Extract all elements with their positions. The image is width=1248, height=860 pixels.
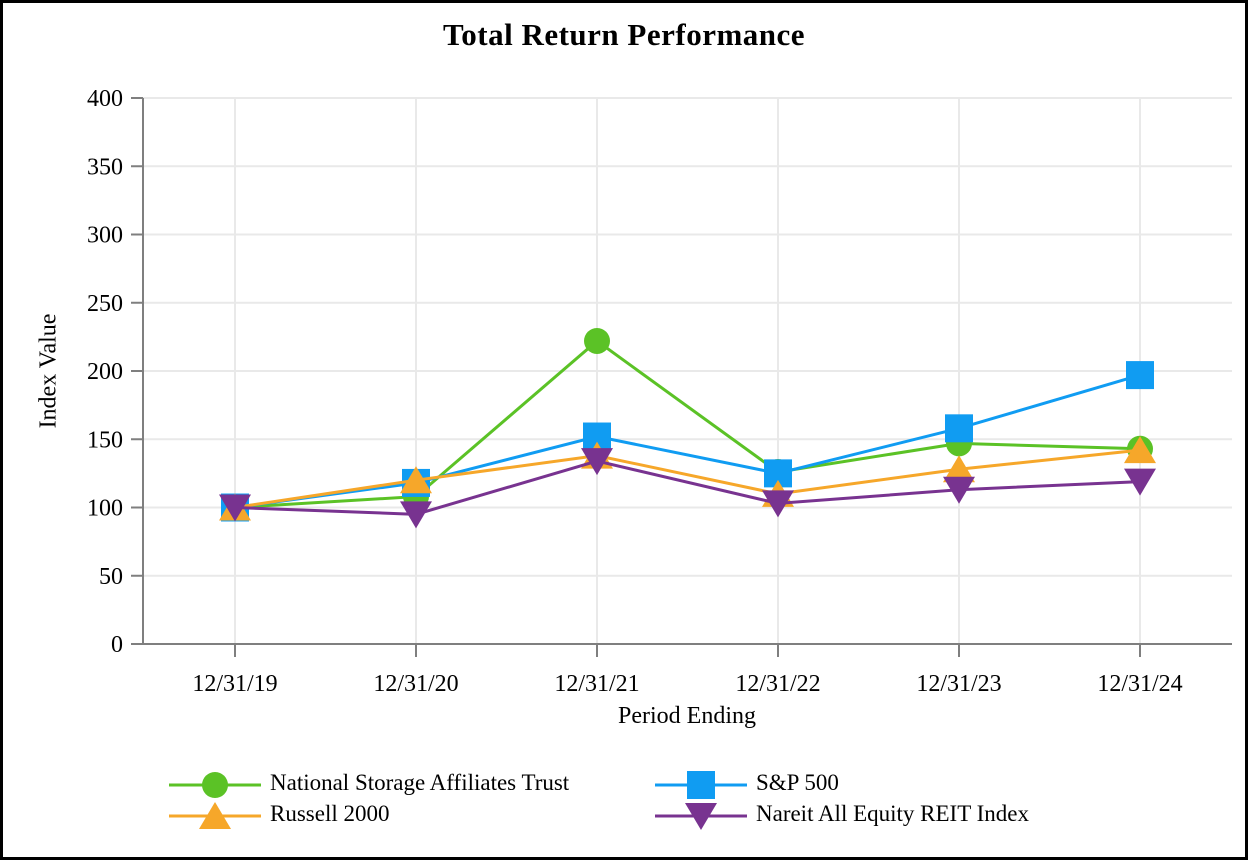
- legend-marker-triangle-down-icon: [655, 802, 747, 830]
- data-point-marker: [584, 327, 610, 354]
- y-tick-label: 100: [87, 496, 123, 522]
- y-tick-label: 0: [111, 632, 123, 658]
- x-tick-label: 12/31/21: [554, 671, 639, 697]
- legend-item: Nareit All Equity REIT Index: [653, 798, 1029, 830]
- data-point-marker: [762, 490, 794, 518]
- legend-marker-shape: [199, 801, 231, 829]
- data-point-marker: [400, 466, 432, 494]
- data-point-marker: [1124, 468, 1156, 496]
- x-tick-label: 12/31/22: [735, 671, 820, 697]
- x-tick-label: 12/31/24: [1097, 671, 1182, 697]
- legend-marker-triangle-up-icon: [169, 801, 261, 829]
- series-triangle-down: [219, 448, 1156, 529]
- chart-legend: National Storage Affiliates Trust S&P 500…: [167, 767, 1029, 830]
- data-point-marker: [1124, 436, 1156, 464]
- series-square: [221, 361, 1154, 522]
- y-axis-title: Index Value: [35, 313, 62, 429]
- legend-item: National Storage Affiliates Trust: [167, 767, 653, 798]
- legend-marker-circle-icon: [169, 771, 261, 798]
- legend-marker-square-icon: [655, 770, 747, 799]
- plot-svg: 0 50 100 150 200 250 300 350 400 12/31/19 12/31/20…: [87, 86, 1232, 697]
- legend-item: S&P 500: [653, 767, 1029, 799]
- series-line: [234, 448, 1141, 509]
- gridlines: [143, 97, 1232, 644]
- legend-marker-shape: [685, 802, 717, 830]
- y-tick-label: 200: [87, 359, 123, 385]
- x-axis-title: Period Ending: [618, 703, 756, 729]
- x-tick-label: 12/31/20: [373, 671, 458, 697]
- series-line: [234, 373, 1141, 509]
- x-tick-label: 12/31/19: [192, 671, 277, 697]
- legend-label: S&P 500: [756, 769, 839, 795]
- legend-marker-shape: [687, 770, 715, 799]
- data-series: [219, 327, 1156, 529]
- series-line: [234, 459, 1141, 516]
- data-point-marker: [400, 501, 432, 529]
- chart-title: Total Return Performance: [442, 17, 806, 52]
- data-point-marker: [945, 414, 973, 443]
- legend-marker-shape: [202, 771, 228, 798]
- y-tick-label: 400: [87, 86, 123, 112]
- data-point-marker: [943, 455, 975, 483]
- data-point-marker: [219, 494, 251, 522]
- data-point-marker: [581, 448, 613, 476]
- y-tick-label: 350: [87, 154, 123, 180]
- legend-label: National Storage Affiliates Trust: [270, 769, 570, 795]
- legend-label: Russell 2000: [270, 800, 390, 826]
- y-tick-label: 50: [99, 564, 123, 590]
- data-point-marker: [943, 476, 975, 504]
- y-tick-label: 300: [87, 223, 123, 249]
- tick-labels: 0 50 100 150 200 250 300 350 400 12/31/19 12/31/20…: [87, 86, 1183, 697]
- x-tick-label: 12/31/23: [916, 671, 1001, 697]
- data-point-marker: [1126, 361, 1154, 390]
- series-line: [234, 339, 1141, 509]
- axes: [131, 97, 1232, 657]
- y-tick-label: 150: [87, 427, 123, 453]
- legend-label: Nareit All Equity REIT Index: [756, 800, 1029, 826]
- legend-item: Russell 2000: [167, 798, 653, 829]
- y-tick-label: 250: [87, 291, 123, 317]
